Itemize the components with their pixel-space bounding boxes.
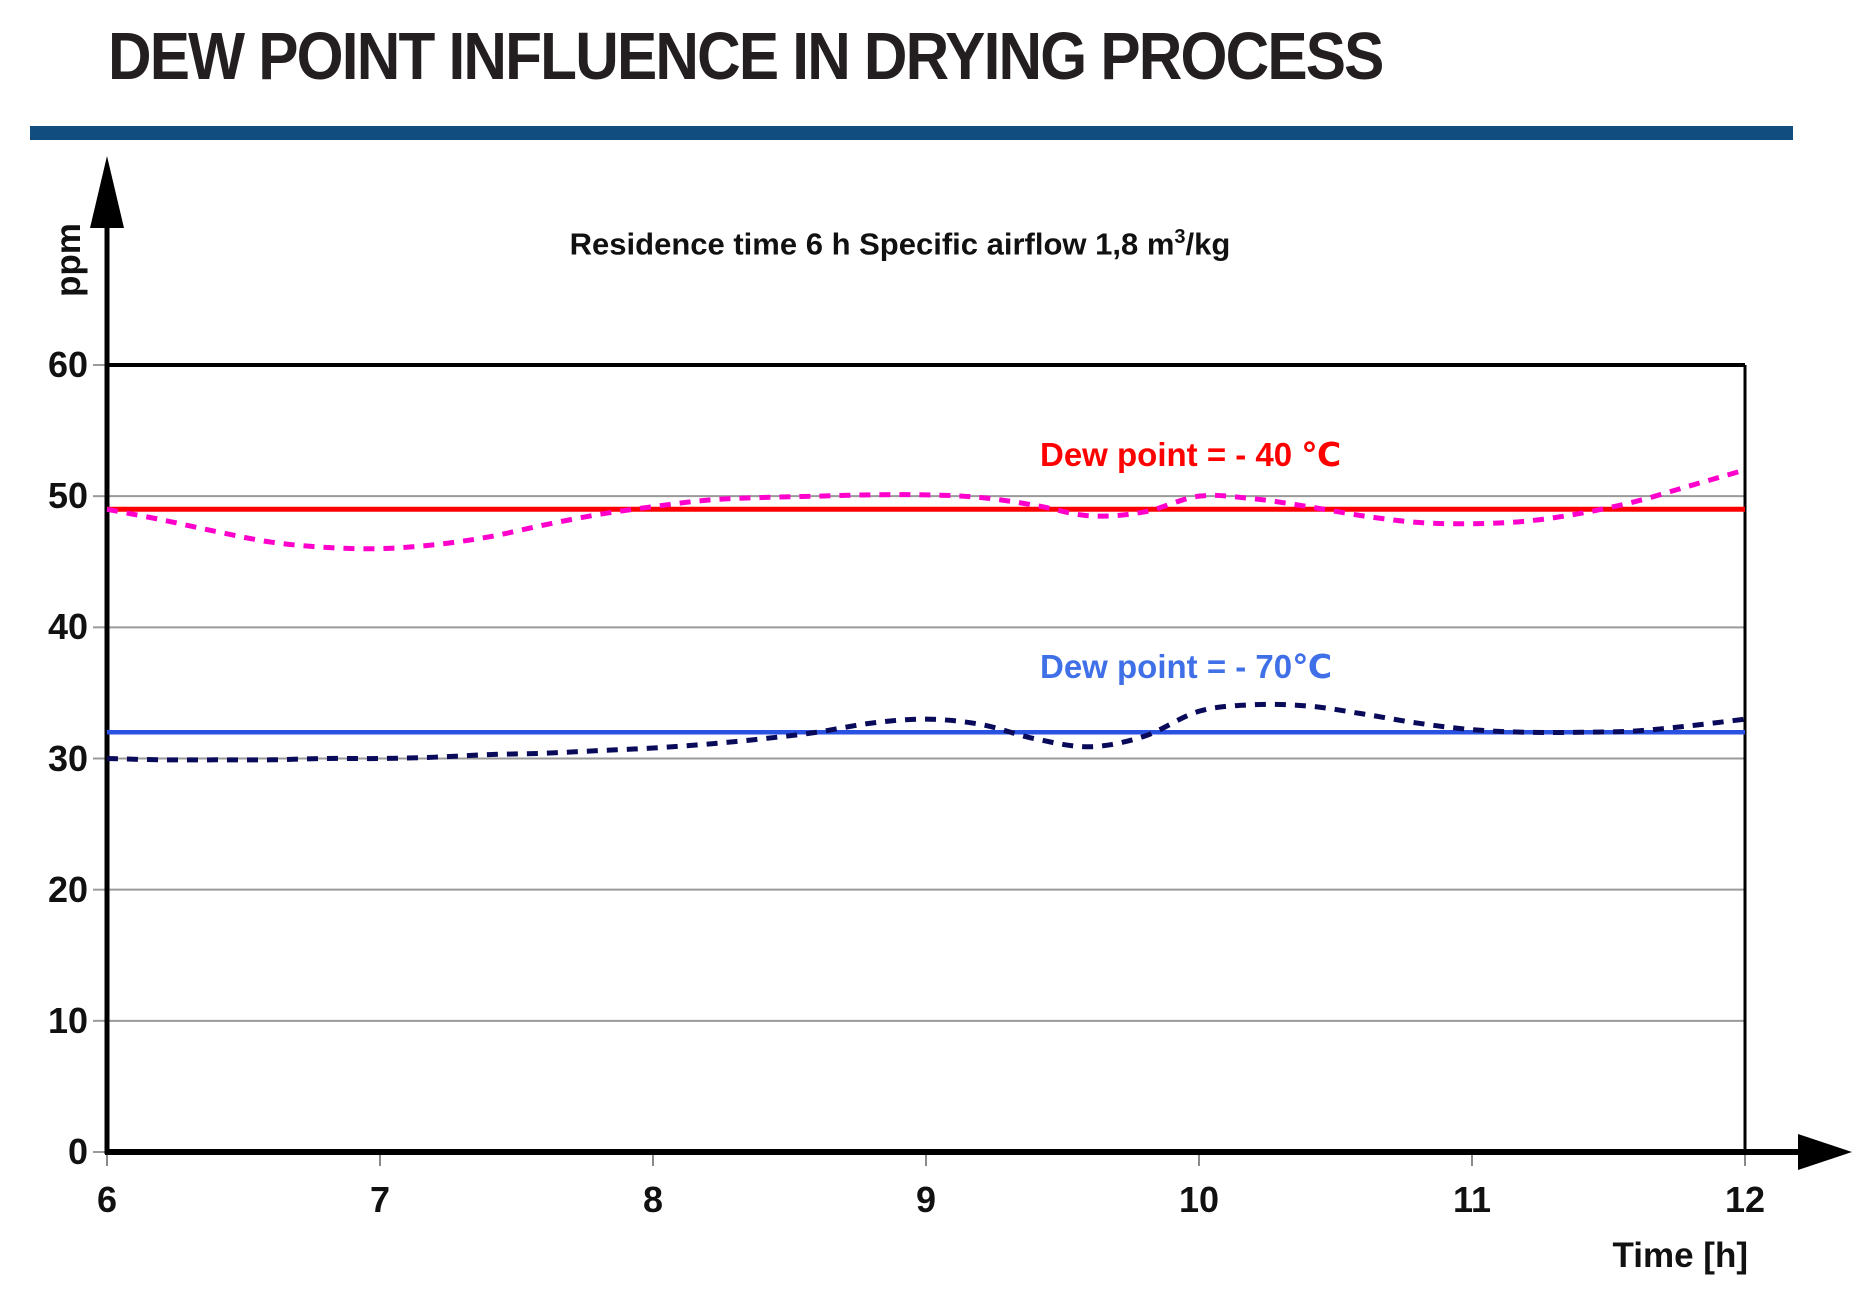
title-rule — [30, 126, 1793, 140]
curve-moisture-at-dew-point-minus-40 — [106, 467, 1746, 552]
y-tick-label-0: 0 — [67, 1131, 88, 1172]
x-tick-label-8: 8 — [642, 1179, 664, 1220]
x-tick-label-11: 11 — [1452, 1179, 1492, 1220]
y-tick-label-40: 40 — [47, 606, 88, 648]
x-tick-label-7: 7 — [369, 1179, 391, 1220]
x-tick-label-10: 10 — [1178, 1179, 1220, 1220]
chart-subtitle: Residence time 6 h Specific airflow 1,8 … — [460, 226, 1340, 262]
y-tick-label-60: 60 — [47, 344, 88, 385]
subtitle-main: Residence time 6 h Specific airflow 1,8 … — [569, 226, 1175, 262]
x-tick-label-9: 9 — [915, 1179, 937, 1220]
subtitle-tail: /kg — [1185, 226, 1231, 262]
series-label-dew-point-minus-70: Dew point = - 70℃ — [1040, 648, 1333, 685]
y-axis-label: ppm — [49, 223, 88, 297]
curve-moisture-at-dew-point-minus-70 — [106, 701, 1746, 763]
y-axis-arrow-icon — [90, 156, 124, 228]
x-axis-arrow-icon — [1798, 1134, 1852, 1170]
y-tick-label-20: 20 — [47, 868, 88, 910]
series-label-dew-point-minus-40: Dew point = - 40 ℃ — [1040, 436, 1342, 473]
subtitle-superscript: 3 — [1174, 226, 1186, 248]
y-tick-label-30: 30 — [47, 737, 88, 779]
x-axis-label: Time [h] — [1612, 1236, 1748, 1275]
y-tick-label-10: 10 — [47, 999, 88, 1041]
y-tick-label-50: 50 — [47, 475, 88, 517]
x-tick-label-12: 12 — [1724, 1179, 1766, 1220]
x-tick-label-6: 6 — [96, 1179, 118, 1220]
page-title: DEW POINT INFLUENCE IN DRYING PROCESS — [108, 19, 1384, 94]
